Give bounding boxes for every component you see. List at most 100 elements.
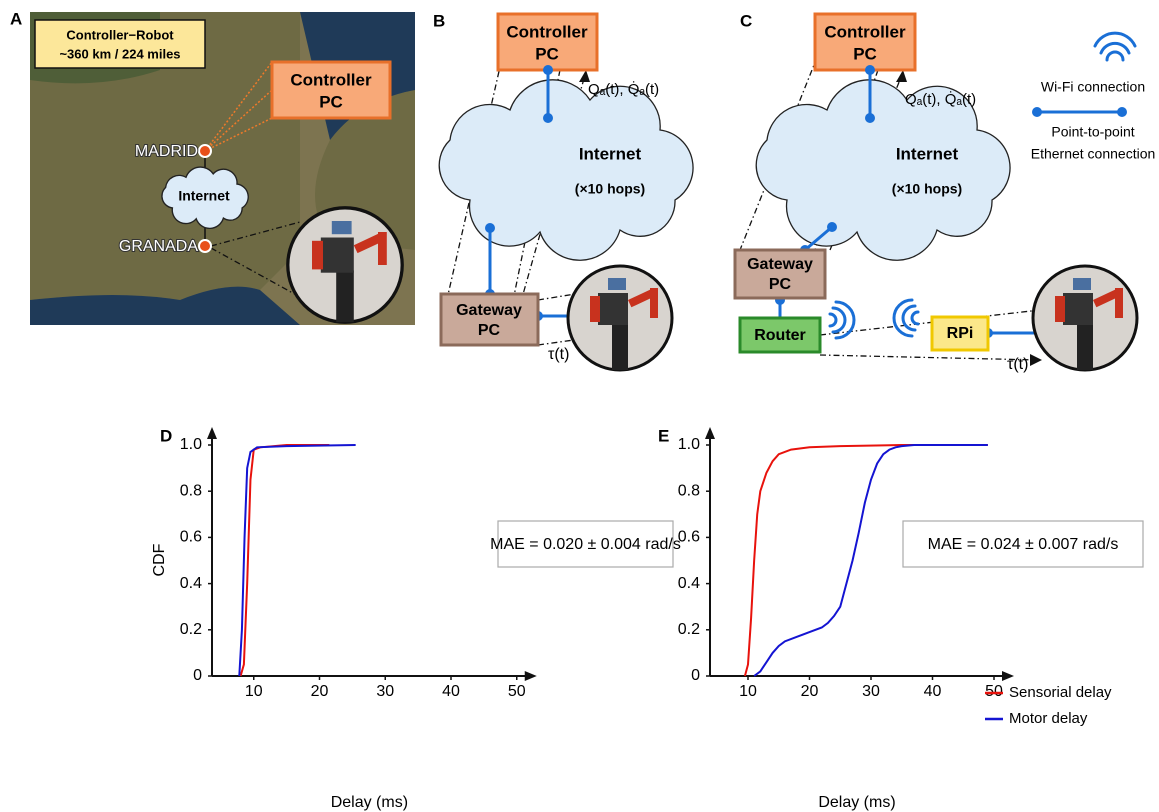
annotation: MAE = 0.020 ± 0.004 rad/s: [490, 536, 681, 553]
chart: 0 0.2 0.4 0.6 0.8 1.0 10 20 30 40 50 Delay (ms) E MAE…: [658, 426, 1144, 811]
wifi-icon: [892, 298, 920, 338]
chart: 0 0.2 0.4 0.6 0.8 1.0 10 20 30 40 50 Delay (ms) CDF D…: [151, 426, 681, 811]
gateway-label: Gateway: [747, 256, 813, 273]
panel-a: Controller−Robot ~360 km / 224 miles Con…: [10, 9, 415, 325]
y-tick-label: 0.2: [180, 621, 202, 638]
internet-cloud: [438, 79, 694, 261]
annotation-box: [902, 520, 1144, 568]
city-label: GRANADA: [119, 238, 198, 255]
wifi-legend-icon: [1093, 31, 1137, 62]
gateway-label: PC: [769, 276, 792, 293]
gateway-label: PC: [478, 322, 501, 339]
controller-label: Controller: [506, 22, 588, 41]
ethernet-legend-dots: [1032, 107, 1127, 117]
link-dotted: [204, 61, 273, 152]
panel-c: C Internet (×10 hops) Controller PC Gate…: [733, 11, 1156, 373]
ethernet-link: [778, 70, 1040, 335]
x-tick-label: 40: [442, 683, 460, 700]
y-tick-label: 0.2: [678, 621, 700, 638]
arrowhead: [579, 70, 590, 82]
command-label: Qₐ(t), Q̇ₐ(t): [905, 91, 976, 108]
gateway-box: [439, 292, 540, 347]
x-tick-label: 30: [862, 683, 880, 700]
y-tick-label: 0: [193, 667, 202, 684]
controller-box: [270, 60, 392, 120]
router-box: [738, 316, 822, 354]
rpi-label: RPi: [947, 325, 974, 342]
arrowhead: [896, 70, 907, 82]
city-madrid: [198, 144, 212, 158]
robot-photo: [286, 206, 404, 324]
cdf-line: [743, 444, 988, 677]
x-tick-label: 40: [924, 683, 942, 700]
controller-label: PC: [853, 44, 877, 63]
info-line: Controller−Robot: [66, 27, 174, 42]
controller-label: PC: [535, 44, 559, 63]
y-tick-label: 0.4: [180, 575, 202, 592]
x-axis-arrow: [1002, 671, 1014, 681]
y-tick-label: 0.4: [678, 575, 700, 592]
annotation: MAE = 0.024 ± 0.007 rad/s: [928, 536, 1119, 553]
cdf-line: [238, 444, 356, 677]
controller-label: Controller: [824, 22, 906, 41]
y-axis-arrow: [705, 427, 715, 439]
x-tick-label: 20: [311, 683, 329, 700]
torque-label: τ(t): [548, 346, 569, 363]
cdf-line: [239, 444, 330, 677]
x-tick-label: 20: [801, 683, 819, 700]
arrowhead: [1030, 354, 1042, 366]
robot-photo: [566, 264, 674, 372]
hops-label: (×10 hops): [892, 181, 962, 197]
legend-label: Motor delay: [1009, 710, 1088, 727]
wifi-icon: [828, 300, 856, 340]
y-axis-arrow: [207, 427, 217, 439]
x-axis-arrow: [524, 671, 537, 681]
y-tick-label: 1.0: [678, 436, 700, 453]
x-tick-label: 50: [985, 683, 1003, 700]
command-label: Qₐ(t), Q̇ₐ(t): [588, 81, 659, 98]
panel-b: B Internet (×10 hops) Controller PC Gate…: [433, 11, 694, 372]
y-tick-label: 0.6: [180, 529, 202, 546]
internet-label: Internet: [579, 144, 642, 163]
panel-letter: B: [433, 11, 445, 30]
legend-label: Sensorial delay: [1009, 684, 1112, 701]
panel-letter: A: [10, 9, 22, 28]
controller-label: PC: [319, 92, 343, 111]
x-tick-label: 10: [739, 683, 757, 700]
annotation-box: [497, 520, 674, 568]
city-granada: [198, 239, 212, 253]
x-axis-label: Delay (ms): [818, 794, 895, 811]
internet-label: Internet: [896, 144, 959, 163]
rpi-box: [930, 315, 990, 352]
y-tick-label: 0.6: [678, 529, 700, 546]
robot-photo: [1031, 264, 1139, 372]
gateway-box: [733, 248, 827, 300]
internet-label: Internet: [178, 188, 230, 204]
info-line: ~360 km / 224 miles: [59, 46, 180, 61]
router-label: Router: [754, 327, 806, 344]
panel-letter: E: [658, 426, 669, 445]
torque-label: τ(t): [1007, 356, 1028, 373]
y-tick-label: 0: [691, 667, 700, 684]
city-label: MADRID: [135, 143, 198, 160]
gateway-label: Gateway: [456, 302, 522, 319]
x-tick-label: 50: [508, 683, 526, 700]
cdf-line: [753, 444, 988, 677]
panel-letter: D: [160, 426, 172, 445]
legend-label: Wi-Fi connection: [1041, 79, 1145, 95]
legend-label: Ethernet connection: [1031, 146, 1156, 162]
y-axis-label: CDF: [151, 543, 168, 576]
info-box: [34, 19, 206, 69]
y-tick-label: 0.8: [180, 482, 202, 499]
panel-letter: C: [740, 11, 752, 30]
controller-box: [813, 12, 917, 72]
x-tick-label: 30: [376, 683, 394, 700]
legend-label: Point-to-point: [1051, 124, 1134, 140]
x-tick-label: 10: [245, 683, 263, 700]
y-tick-label: 1.0: [180, 436, 202, 453]
x-axis-label: Delay (ms): [331, 794, 408, 811]
y-tick-label: 0.8: [678, 482, 700, 499]
